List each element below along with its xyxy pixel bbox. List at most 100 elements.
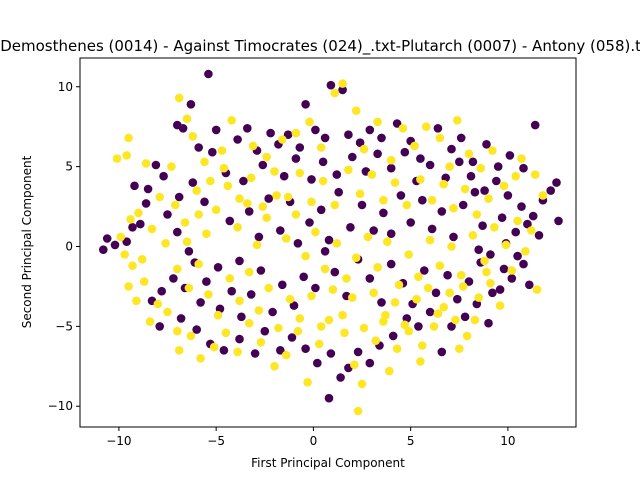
scatter-point-series-1: [235, 256, 244, 266]
scatter-point-series-1: [324, 393, 334, 403]
scatter-point-series-2: [427, 195, 437, 205]
scatter-point-series-2: [262, 213, 272, 222]
scatter-point-series-2: [458, 282, 468, 291]
scatter-point-series-1: [513, 251, 522, 261]
scatter-point-series-1: [130, 181, 139, 191]
scatter-point-series-1: [525, 280, 534, 290]
scatter-point-series-1: [102, 234, 112, 243]
scatter-point-series-1: [293, 239, 303, 248]
scatter-point-series-1: [400, 147, 410, 157]
plot-area-frame: [79, 57, 577, 428]
scatter-point-series-1: [392, 119, 402, 128]
scatter-point-series-1: [519, 259, 528, 269]
scatter-point-series-2: [112, 154, 122, 163]
scatter-point-series-2: [233, 223, 242, 232]
scatter-point-series-1: [455, 157, 464, 167]
scatter-point-series-2: [324, 315, 334, 325]
scatter-point-series-2: [338, 310, 347, 320]
scatter-point-series-2: [495, 301, 505, 310]
scatter-point-series-2: [206, 176, 215, 186]
scatter-point-series-2: [274, 323, 283, 333]
scatter-point-series-1: [466, 171, 476, 181]
scatter-point-series-2: [392, 344, 402, 354]
scatter-point-series-1: [396, 191, 406, 200]
scatter-point-series-2: [192, 186, 201, 195]
scatter-point-series-1: [464, 277, 474, 286]
scatter-point-series-2: [202, 229, 211, 238]
scatter-point-series-2: [398, 124, 408, 133]
scatter-point-series-1: [492, 176, 501, 186]
scatter-point-series-1: [546, 186, 555, 195]
scatter-point-series-1: [173, 227, 182, 237]
scatter-point-series-1: [369, 226, 379, 235]
scatter-point-series-2: [486, 278, 495, 288]
scatter-point-series-2: [468, 231, 478, 240]
scatter-point-series-1: [202, 277, 211, 286]
scatter-point-series-2: [390, 298, 400, 307]
scatter-point-series-2: [348, 293, 357, 302]
scatter-point-series-1: [320, 247, 330, 256]
scatter-point-series-1: [478, 221, 487, 230]
scatter-point-series-1: [311, 283, 320, 293]
scatter-point-series-1: [291, 154, 301, 163]
scatter-point-series-1: [332, 170, 342, 179]
scatter-point-series-1: [480, 186, 489, 195]
scatter-point-series-1: [235, 334, 244, 344]
scatter-point-series-2: [513, 216, 522, 226]
scatter-point-series-1: [443, 270, 452, 280]
scatter-point-series-1: [519, 163, 528, 173]
points-layer: [99, 69, 563, 416]
scatter-point-series-1: [159, 171, 168, 181]
scatter-point-series-2: [421, 122, 431, 131]
scatter-point-series-1: [243, 124, 252, 133]
scatter-point-series-2: [484, 194, 493, 203]
y-axis-label: Second Principal Component: [20, 155, 34, 328]
scatter-point-series-2: [167, 162, 176, 171]
scatter-point-series-1: [528, 211, 538, 221]
scatter-point-series-1: [414, 322, 423, 331]
scatter-point-series-2: [311, 227, 320, 237]
scatter-point-series-2: [330, 88, 340, 98]
scatter-point-series-1: [427, 224, 437, 234]
scatter-point-series-1: [511, 227, 520, 237]
scatter-point-series-2: [254, 306, 264, 315]
scatter-point-series-2: [530, 170, 540, 179]
scatter-point-series-2: [145, 317, 155, 326]
scatter-point-series-1: [208, 147, 217, 157]
scatter-point-series-2: [171, 200, 180, 210]
scatter-point-series-1: [326, 349, 336, 358]
scatter-point-series-2: [291, 210, 301, 219]
scatter-point-series-2: [209, 342, 219, 352]
scatter-point-series-2: [338, 79, 347, 88]
scatter-point-series-1: [256, 266, 266, 275]
scatter-point-series-2: [449, 203, 458, 213]
scatter-point-series-2: [357, 379, 367, 389]
scatter-point-series-1: [365, 125, 375, 135]
scatter-point-series-1: [488, 288, 497, 298]
scatter-point-series-1: [386, 163, 396, 173]
scatter-point-series-2: [182, 237, 192, 246]
scatter-point-series-1: [295, 143, 305, 152]
scatter-point-series-2: [451, 315, 460, 325]
y-tick-label: 5: [65, 160, 73, 174]
scatter-point-series-1: [379, 208, 388, 218]
scatter-point-series-2: [194, 259, 203, 269]
scatter-point-series-2: [305, 117, 314, 127]
scatter-point-series-2: [472, 210, 482, 219]
scatter-point-series-2: [371, 336, 381, 346]
scatter-point-series-1: [495, 285, 505, 294]
scatter-point-series-1: [233, 135, 242, 144]
scatter-point-series-2: [184, 283, 194, 293]
scatter-point-series-1: [484, 318, 493, 328]
scatter-point-series-2: [344, 165, 353, 175]
scatter-point-series-2: [270, 167, 279, 176]
scatter-point-series-2: [521, 247, 530, 256]
scatter-point-series-2: [455, 344, 464, 354]
scatter-point-series-1: [204, 69, 213, 79]
scatter-point-series-1: [499, 264, 509, 274]
scatter-point-series-1: [151, 160, 161, 170]
scatter-point-series-2: [180, 218, 190, 227]
scatter-point-series-1: [418, 195, 427, 205]
scatter-point-series-1: [264, 194, 274, 203]
scatter-point-series-1: [493, 162, 503, 171]
